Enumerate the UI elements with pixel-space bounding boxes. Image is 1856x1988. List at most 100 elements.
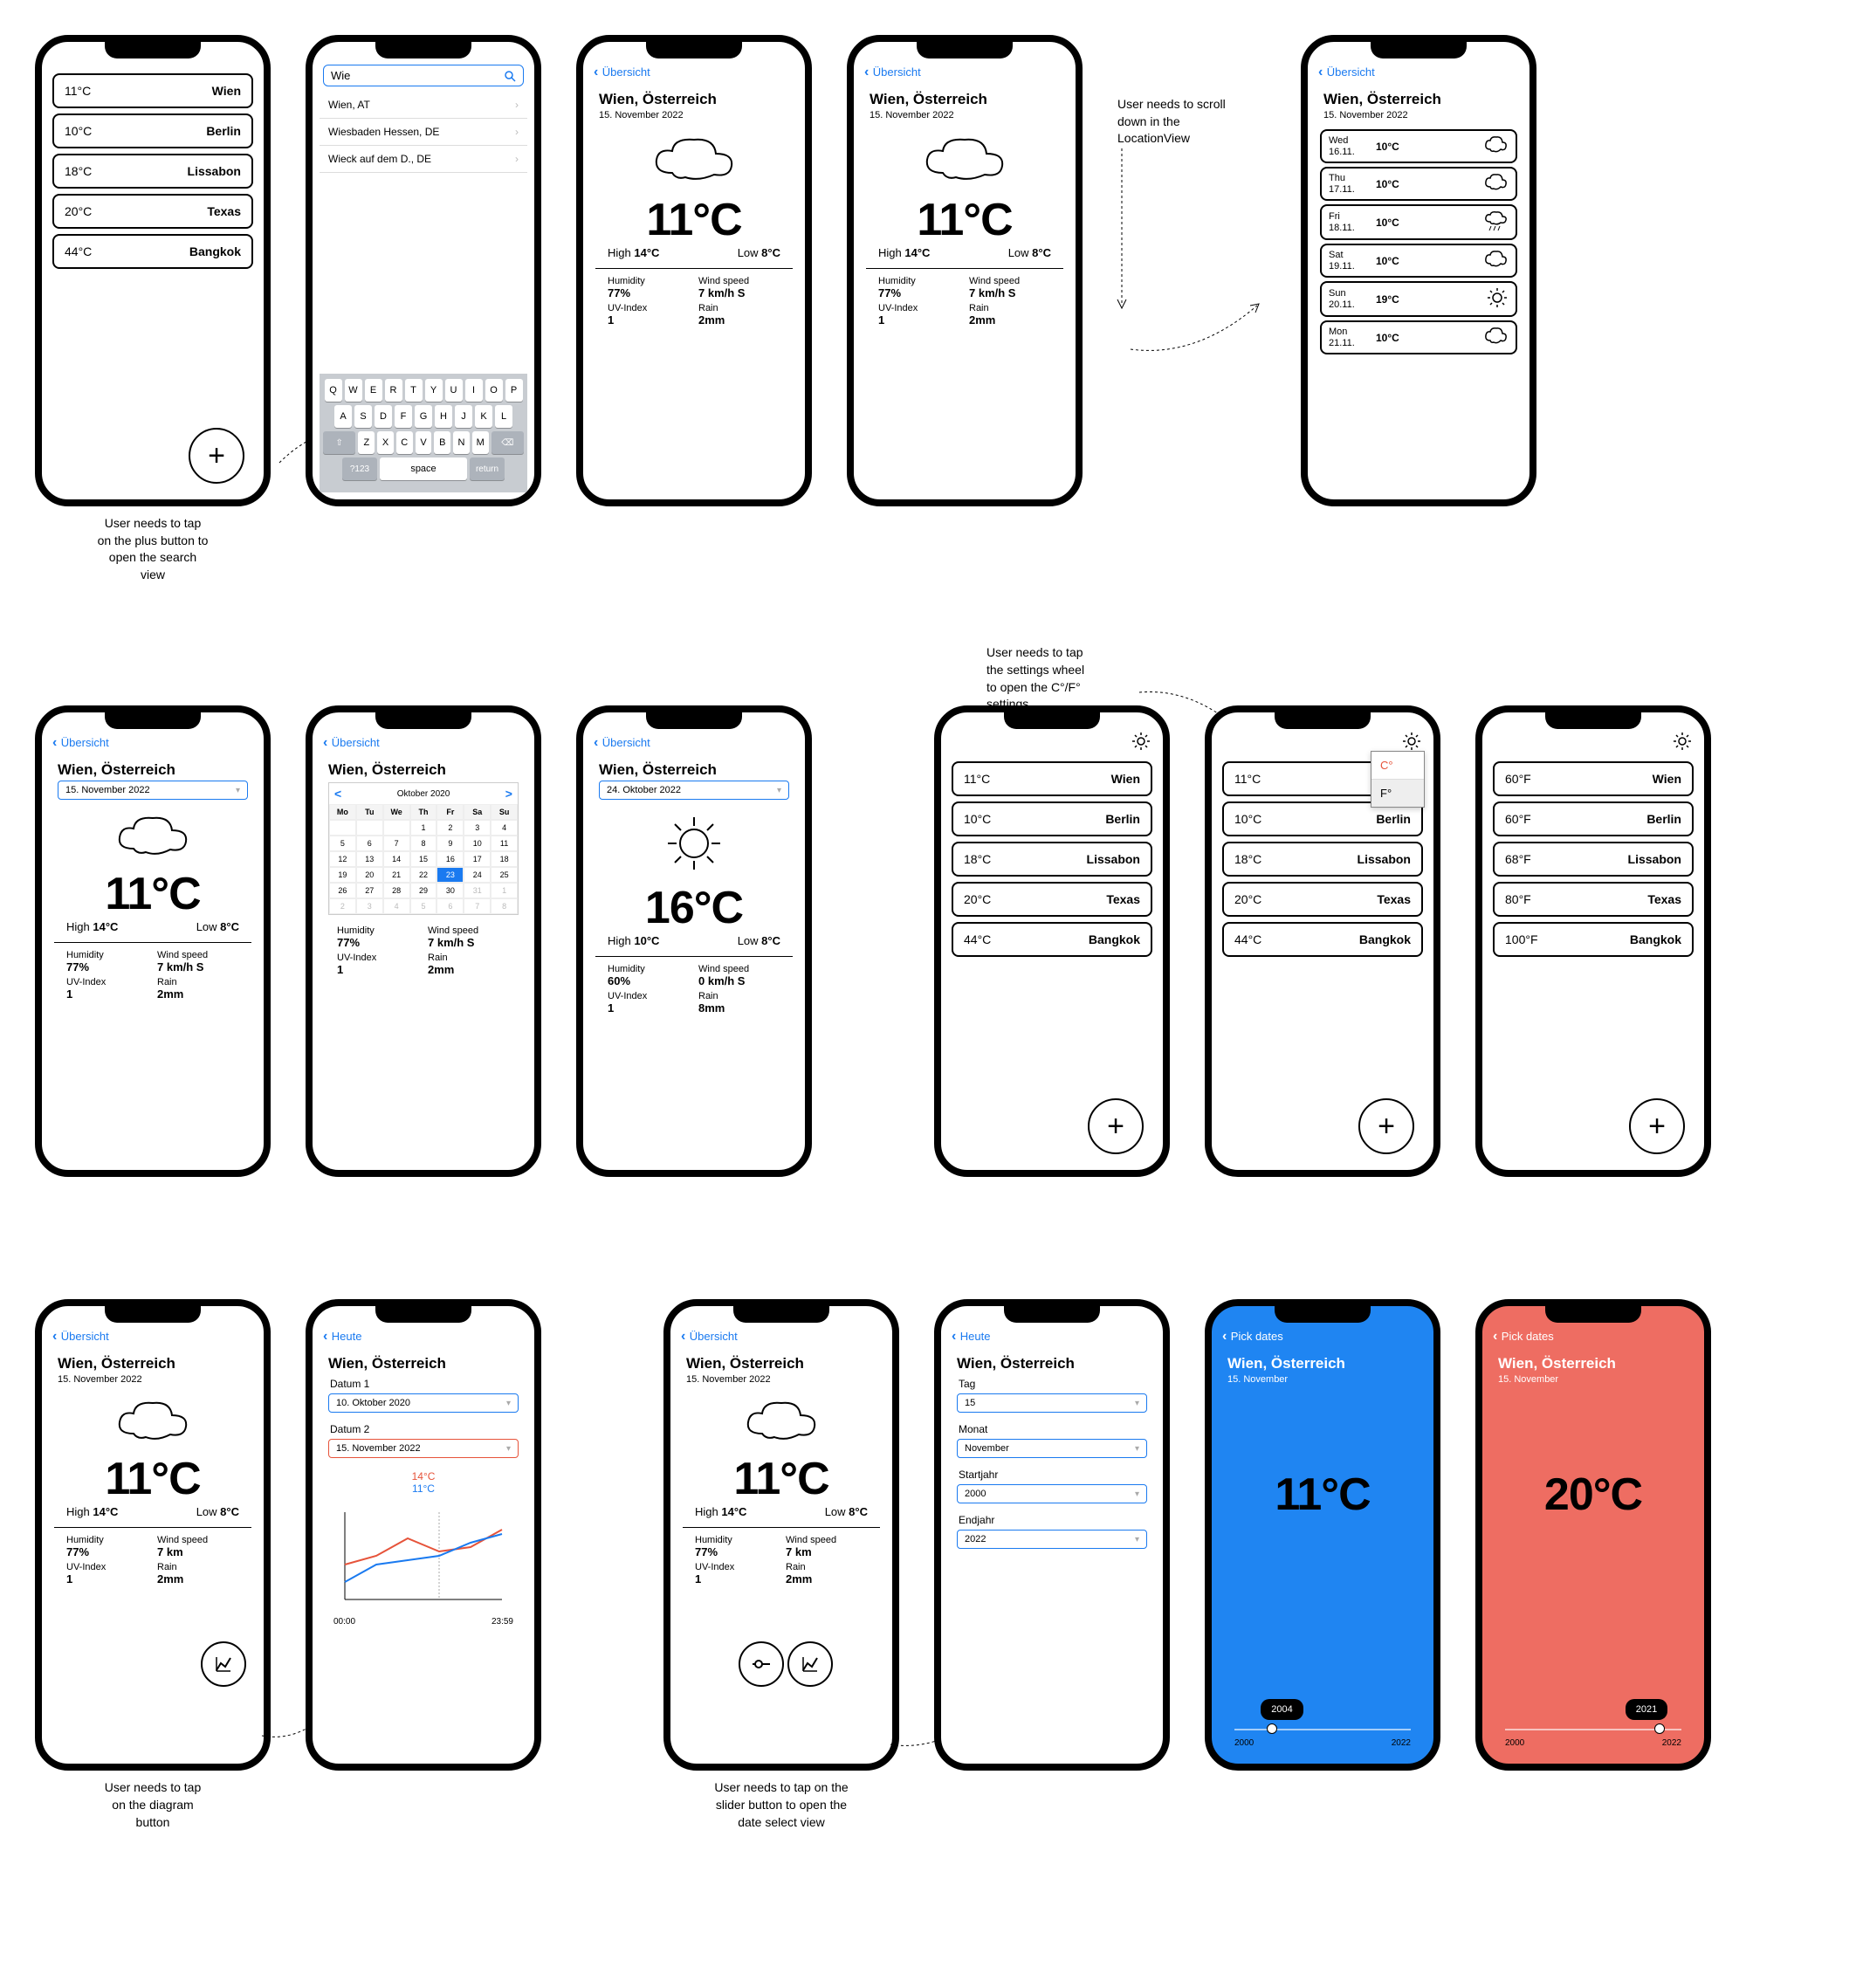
city-row[interactable]: 20°CTexas [952, 882, 1152, 917]
forecast-row[interactable]: Mon21.11. 10°C [1320, 320, 1517, 354]
cal-day[interactable]: 25 [491, 867, 518, 883]
cal-day[interactable]: 2 [329, 898, 356, 914]
cal-day[interactable]: 10 [464, 836, 491, 851]
cal-day[interactable]: 14 [383, 851, 410, 867]
slider-button[interactable] [739, 1641, 784, 1687]
cal-day[interactable]: 18 [491, 851, 518, 867]
key[interactable]: H [435, 405, 452, 428]
key[interactable]: J [455, 405, 472, 428]
cal-day[interactable]: 22 [410, 867, 437, 883]
year-slider[interactable] [1234, 1729, 1411, 1730]
key[interactable]: K [475, 405, 492, 428]
cal-day[interactable] [329, 820, 356, 836]
city-row[interactable]: 20°CTexas [1222, 882, 1423, 917]
city-row[interactable]: 10°CBerlin [52, 114, 253, 148]
cal-day[interactable]: 2 [437, 820, 464, 836]
back-pick-dates[interactable]: Pick dates [1489, 1324, 1697, 1350]
cal-day[interactable]: 8 [410, 836, 437, 851]
forecast-row[interactable]: Fri18.11. 10°C [1320, 204, 1517, 240]
city-row[interactable]: 68°FLissabon [1493, 842, 1694, 877]
city-row[interactable]: 18°CLissabon [1222, 842, 1423, 877]
key[interactable]: G [415, 405, 432, 428]
cal-day[interactable]: 17 [464, 851, 491, 867]
city-row[interactable]: 60°FBerlin [1493, 801, 1694, 836]
city-row[interactable]: 20°CTexas [52, 194, 253, 229]
key-del[interactable]: ⌫ [491, 431, 524, 454]
key[interactable]: O [485, 379, 503, 402]
search-result[interactable]: Wien, AT› [320, 92, 527, 119]
key[interactable]: W [345, 379, 362, 402]
cal-day[interactable]: 23 [437, 867, 464, 883]
key[interactable]: Z [358, 431, 375, 454]
cal-day[interactable]: 29 [410, 883, 437, 898]
city-row[interactable]: 10°CBerlin [952, 801, 1152, 836]
city-row[interactable]: 44°CBangkok [1222, 922, 1423, 957]
date-selector[interactable]: 15. November 2022▾ [58, 781, 248, 800]
city-row[interactable]: 18°CLissabon [52, 154, 253, 189]
key[interactable]: D [375, 405, 392, 428]
cal-next[interactable]: > [505, 787, 512, 801]
key[interactable]: A [334, 405, 352, 428]
year-thumb[interactable]: 2021 [1626, 1699, 1667, 1720]
key[interactable]: C [396, 431, 413, 454]
city-row[interactable]: 11°CWien [52, 73, 253, 108]
unit-c[interactable]: C° [1371, 752, 1424, 780]
key-return[interactable]: return [470, 457, 505, 480]
city-row[interactable]: 11°CWien [952, 761, 1152, 796]
key-num[interactable]: ?123 [342, 457, 377, 480]
cal-day[interactable]: 13 [356, 851, 383, 867]
key[interactable]: Q [325, 379, 342, 402]
key[interactable]: S [354, 405, 372, 428]
key[interactable]: X [377, 431, 394, 454]
forecast-row[interactable]: Thu17.11. 10°C [1320, 167, 1517, 201]
add-city-button[interactable]: + [1088, 1098, 1144, 1154]
key[interactable]: P [505, 379, 523, 402]
search-result[interactable]: Wiesbaden Hessen, DE› [320, 119, 527, 146]
back-pick-dates[interactable]: Pick dates [1219, 1324, 1426, 1350]
key[interactable]: L [495, 405, 512, 428]
key[interactable]: V [416, 431, 432, 454]
cal-day[interactable]: 5 [410, 898, 437, 914]
cal-day[interactable] [383, 820, 410, 836]
cal-day[interactable]: 20 [356, 867, 383, 883]
cal-day[interactable]: 24 [464, 867, 491, 883]
startjahr-select[interactable]: 2000▾ [957, 1484, 1147, 1503]
cal-day[interactable]: 12 [329, 851, 356, 867]
forecast-row[interactable]: Sat19.11. 10°C [1320, 244, 1517, 278]
endjahr-select[interactable]: 2022▾ [957, 1530, 1147, 1549]
datum1-select[interactable]: 10. Oktober 2020▾ [328, 1393, 519, 1413]
cal-day[interactable]: 30 [437, 883, 464, 898]
key[interactable]: M [472, 431, 489, 454]
cal-day[interactable]: 5 [329, 836, 356, 851]
cal-day[interactable]: 21 [383, 867, 410, 883]
datum2-select[interactable]: 15. November 2022▾ [328, 1439, 519, 1458]
key[interactable]: U [445, 379, 463, 402]
key[interactable]: T [405, 379, 423, 402]
tag-select[interactable]: 15▾ [957, 1393, 1147, 1413]
cal-day[interactable]: 31 [464, 883, 491, 898]
key[interactable]: R [385, 379, 402, 402]
diagram-button[interactable] [201, 1641, 246, 1687]
key-space[interactable]: space [380, 457, 467, 480]
cal-day[interactable]: 1 [410, 820, 437, 836]
back-link[interactable]: Übersicht [1315, 59, 1523, 86]
back-link[interactable]: Übersicht [861, 59, 1069, 86]
date-selector[interactable]: 24. Oktober 2022▾ [599, 781, 789, 800]
cal-day[interactable]: 26 [329, 883, 356, 898]
add-city-button[interactable]: + [189, 428, 244, 484]
monat-select[interactable]: November▾ [957, 1439, 1147, 1458]
year-thumb[interactable]: 2004 [1261, 1699, 1303, 1720]
search-result[interactable]: Wieck auf dem D., DE› [320, 146, 527, 173]
cal-day[interactable]: 15 [410, 851, 437, 867]
city-row[interactable]: 44°CBangkok [52, 234, 253, 269]
add-city-button[interactable]: + [1358, 1098, 1414, 1154]
cal-day[interactable]: 19 [329, 867, 356, 883]
cal-day[interactable]: 11 [491, 836, 518, 851]
cal-prev[interactable]: < [334, 787, 341, 801]
city-row[interactable]: 18°CLissabon [952, 842, 1152, 877]
cal-day[interactable]: 4 [383, 898, 410, 914]
city-row[interactable]: 80°FTexas [1493, 882, 1694, 917]
calendar[interactable]: < Oktober 2020 > MoTuWeThFrSaSu123456789… [328, 782, 519, 915]
cal-day[interactable]: 8 [491, 898, 518, 914]
add-city-button[interactable]: + [1629, 1098, 1685, 1154]
